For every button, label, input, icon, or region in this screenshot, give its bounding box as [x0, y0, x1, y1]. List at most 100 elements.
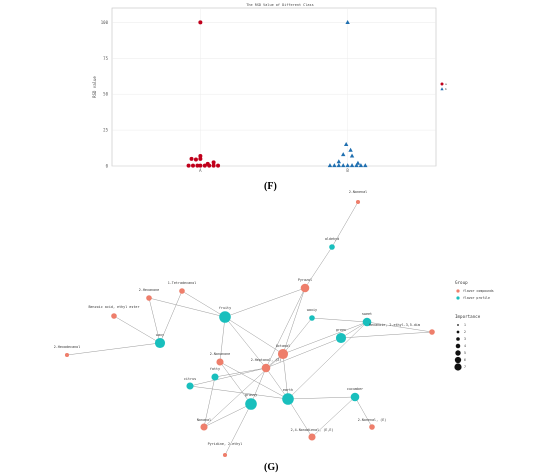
network-edge [203, 353, 284, 428]
data-point [348, 147, 353, 152]
scatter-chart: 0 25 50 75 100 A B The RSD Value of Different C… [92, 3, 447, 173]
network-node [261, 363, 271, 373]
network-edge [66, 342, 161, 356]
network-edge [287, 396, 356, 400]
legend-size-marker [454, 363, 462, 371]
network-edge [189, 385, 289, 400]
legend-marker [440, 82, 444, 86]
network-edge [159, 290, 183, 344]
data-point [343, 142, 349, 147]
panel-label-f: (F) [264, 181, 277, 192]
y-axis-label: RSD value [92, 76, 97, 98]
legend-group-marker [456, 296, 460, 300]
network-edge [250, 367, 267, 405]
panel-label-g: (G) [264, 462, 279, 473]
network-edge [148, 297, 226, 318]
network-edge [214, 367, 267, 378]
network-edge [148, 297, 161, 344]
network-node [309, 315, 315, 321]
network-edge [203, 376, 216, 428]
node-label: green [336, 328, 346, 332]
network-node [64, 352, 70, 358]
network-edge [265, 287, 306, 369]
node-label: 1-Tetradecanol [168, 281, 197, 285]
node-label: Nonanal [197, 418, 211, 422]
node-label: cucumber [347, 387, 363, 391]
network-edge [224, 287, 306, 318]
node-label: aldehyd [325, 237, 339, 241]
node-label: 2-Hexanone [139, 288, 159, 292]
legend-size-marker [456, 330, 460, 334]
legend-size-label: 4 [464, 344, 466, 348]
legend-size-label: 5 [464, 351, 466, 355]
node-label: 2,4-Nonadienal, (E,E) [291, 428, 334, 432]
legend-size-label: 6 [464, 358, 466, 362]
network-edge [331, 201, 359, 248]
network-edge [340, 331, 433, 339]
network-node [216, 358, 224, 366]
legend-group-label: flavor profile [463, 296, 490, 300]
network-node [429, 329, 435, 335]
node-label: 2-Hexadecanol [54, 345, 81, 349]
legend-size-marker [455, 343, 461, 349]
network-edge [219, 361, 289, 400]
network-edge [265, 337, 342, 369]
network-node [245, 398, 257, 410]
network-edge [224, 316, 267, 369]
data-point [186, 163, 191, 168]
data-point [195, 163, 200, 168]
network-edge [304, 246, 333, 289]
network-node [350, 392, 360, 402]
x-tick-label: B [346, 168, 349, 173]
data-point [189, 156, 194, 161]
node-label: waxy [156, 333, 164, 337]
data-point [216, 163, 221, 168]
data-point [341, 152, 346, 157]
node-label: 2-Nonenal [349, 190, 367, 194]
legend-size-label: 3 [464, 337, 466, 341]
legend-group-label: flavor compounds [463, 289, 494, 293]
node-label: Benzoic acid, ethyl ester [88, 305, 139, 309]
network-edge [219, 316, 226, 363]
data-point [191, 163, 195, 168]
node-label: citrus [184, 377, 196, 381]
y-tick-label: 50 [103, 92, 108, 97]
network-edge [189, 367, 267, 387]
data-point [345, 19, 350, 24]
data-point [211, 160, 216, 165]
data-point [207, 163, 212, 168]
network-edge [282, 317, 313, 355]
data-point [211, 163, 216, 168]
network-edge [311, 317, 368, 323]
network-node [186, 382, 194, 390]
data-point [355, 160, 361, 165]
network-node [111, 313, 117, 319]
network-node [335, 332, 347, 344]
legend-size-marker [457, 324, 459, 326]
network-node [355, 199, 361, 205]
network-node [200, 423, 208, 431]
y-tick-label: 100 [101, 20, 109, 25]
network-edge [203, 403, 252, 428]
data-point [345, 163, 350, 168]
data-point [363, 163, 368, 168]
legend-size-label: 7 [464, 365, 466, 369]
node-label: earth [283, 388, 293, 392]
network-node [308, 433, 316, 441]
plot-area [111, 7, 437, 167]
legend-size-title: Importance [455, 314, 481, 319]
legend-group-marker [456, 289, 460, 293]
legend-size-marker [455, 350, 461, 356]
network-diagram: 2-Nonenal aldehyd Pyrazol 1-Tetradecanol 2-H… [54, 190, 494, 458]
node-label: Hexanoic, 2-ethyl-3,5-dim [369, 323, 420, 327]
network-node [282, 393, 294, 405]
data-point [336, 159, 341, 164]
node-label: Pyrazol [298, 278, 312, 282]
network-edge [224, 316, 284, 355]
data-point [354, 163, 359, 168]
network-edge [287, 398, 313, 438]
node-label: 2-Nonanone [210, 352, 230, 356]
node-label: waxiy [307, 308, 317, 312]
network-edge [340, 321, 368, 339]
node-label: 2-Heptanol, (Z) [251, 358, 282, 362]
